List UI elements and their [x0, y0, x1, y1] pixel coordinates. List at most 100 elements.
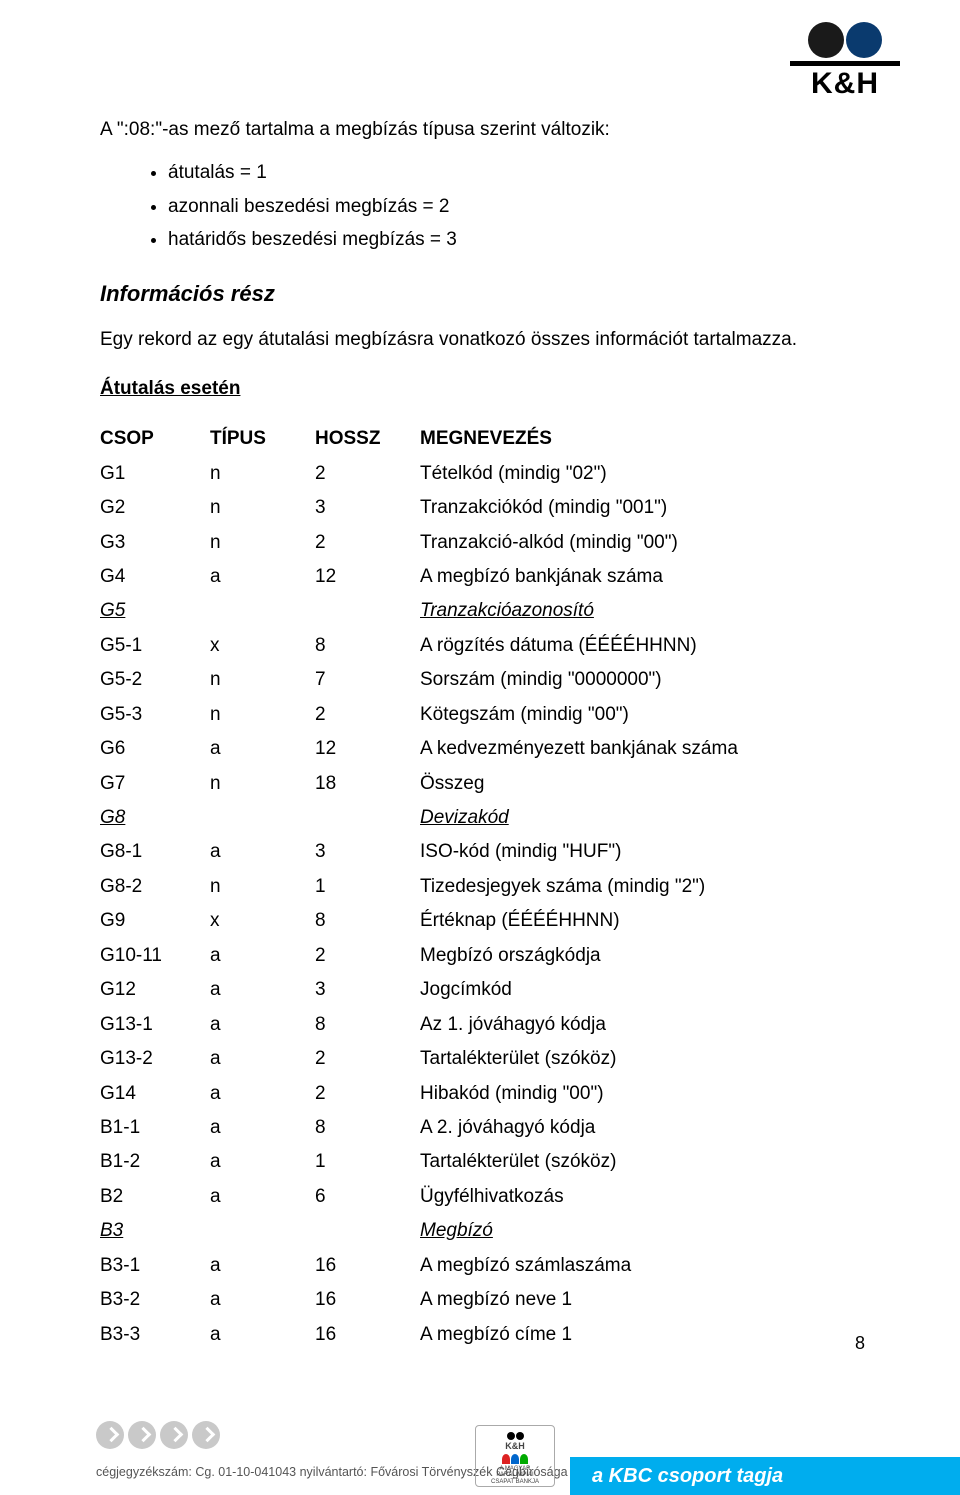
- cell-tipus: x: [210, 904, 315, 938]
- cell-megnevezes: Tartalékterület (szóköz): [420, 1145, 865, 1179]
- cell-hossz: 3: [315, 973, 420, 1007]
- cell-csop: G8-1: [100, 835, 210, 869]
- definition-table: CSOP TÍPUS HOSSZ MEGNEVEZÉS G1n2Tételkód…: [100, 422, 865, 1352]
- cell-hossz: 1: [315, 1145, 420, 1179]
- cell-tipus: a: [210, 1076, 315, 1110]
- cell-hossz: 12: [315, 559, 420, 593]
- col-header-hossz: HOSSZ: [315, 422, 420, 456]
- cell-megnevezes: Ügyfélhivatkozás: [420, 1179, 865, 1213]
- cell-tipus: n: [210, 663, 315, 697]
- cell-csop: G13-2: [100, 1042, 210, 1076]
- cell-csop: B1-2: [100, 1145, 210, 1179]
- cell-tipus: a: [210, 1145, 315, 1179]
- cell-csop: G7: [100, 766, 210, 800]
- table-row: G5Tranzakcióazonosító: [100, 594, 865, 628]
- cell-tipus: [210, 801, 315, 835]
- table-row: G7n18Összeg: [100, 766, 865, 800]
- table-row: G8-2n1Tizedesjegyek száma (mindig "2"): [100, 869, 865, 903]
- table-row: B3-2a16A megbízó neve 1: [100, 1283, 865, 1317]
- table-row: G2n3Tranzakciókód (mindig "001"): [100, 491, 865, 525]
- table-row: B1-1a8A 2. jóváhagyó kódja: [100, 1110, 865, 1144]
- cell-megnevezes: Tranzakció-alkód (mindig "00"): [420, 525, 865, 559]
- cell-csop: G5-3: [100, 697, 210, 731]
- cell-csop: G2: [100, 491, 210, 525]
- table-row: G13-1a8Az 1. jóváhagyó kódja: [100, 1007, 865, 1041]
- cell-tipus: n: [210, 525, 315, 559]
- cell-megnevezes: Összeg: [420, 766, 865, 800]
- cell-megnevezes: A megbízó bankjának száma: [420, 559, 865, 593]
- table-body: G1n2Tételkód (mindig "02")G2n3Tranzakció…: [100, 456, 865, 1351]
- cell-megnevezes: A megbízó számlaszáma: [420, 1248, 865, 1282]
- cell-megnevezes: Tartalékterület (szóköz): [420, 1042, 865, 1076]
- table-row: G5-1x8A rögzítés dátuma (ÉÉÉÉHHNN): [100, 628, 865, 662]
- table-row: G8-1a3ISO-kód (mindig "HUF"): [100, 835, 865, 869]
- page-content: A ":08:"-as mező tartalma a megbízás típ…: [0, 0, 960, 1352]
- cell-megnevezes: Az 1. jóváhagyó kódja: [420, 1007, 865, 1041]
- cell-hossz: 16: [315, 1283, 420, 1317]
- cell-megnevezes: Devizakód: [420, 801, 865, 835]
- table-row: G5-2n7Sorszám (mindig "0000000"): [100, 663, 865, 697]
- cell-hossz: [315, 594, 420, 628]
- cell-csop: G14: [100, 1076, 210, 1110]
- cell-csop: B2: [100, 1179, 210, 1213]
- logo-circle-right: [846, 22, 882, 58]
- cell-csop: G6: [100, 732, 210, 766]
- cell-tipus: a: [210, 559, 315, 593]
- cell-csop: G12: [100, 973, 210, 1007]
- cell-megnevezes: Megbízó országkódja: [420, 938, 865, 972]
- cell-tipus: n: [210, 697, 315, 731]
- bullet-item: átutalás = 1: [168, 158, 865, 187]
- cell-csop: G10-11: [100, 938, 210, 972]
- cell-csop: B3-2: [100, 1283, 210, 1317]
- cell-csop: B3-3: [100, 1317, 210, 1351]
- table-row: G6a12A kedvezményezett bankjának száma: [100, 732, 865, 766]
- table-row: B3Megbízó: [100, 1214, 865, 1248]
- cell-hossz: [315, 1214, 420, 1248]
- cell-hossz: 18: [315, 766, 420, 800]
- cell-tipus: a: [210, 1110, 315, 1144]
- kh-logo: K&H: [790, 22, 900, 99]
- cell-megnevezes: Tételkód (mindig "02"): [420, 456, 865, 490]
- arrow-icon: [128, 1421, 156, 1449]
- table-row: G10-11a2Megbízó országkódja: [100, 938, 865, 972]
- cell-hossz: 2: [315, 938, 420, 972]
- cell-hossz: 16: [315, 1248, 420, 1282]
- cell-csop: B1-1: [100, 1110, 210, 1144]
- cell-megnevezes: ISO-kód (mindig "HUF"): [420, 835, 865, 869]
- table-row: G14a2Hibakód (mindig "00"): [100, 1076, 865, 1110]
- cell-megnevezes: A rögzítés dátuma (ÉÉÉÉHHNN): [420, 628, 865, 662]
- table-row: G1n2Tételkód (mindig "02"): [100, 456, 865, 490]
- cell-megnevezes: Tranzakciókód (mindig "001"): [420, 491, 865, 525]
- cell-csop: G8-2: [100, 869, 210, 903]
- table-row: G5-3n2Kötegszám (mindig "00"): [100, 697, 865, 731]
- page-number: 8: [855, 1330, 865, 1358]
- cell-tipus: n: [210, 456, 315, 490]
- footer-arrow-icons: [96, 1421, 220, 1449]
- logo-bar: [790, 61, 900, 66]
- cell-hossz: 7: [315, 663, 420, 697]
- cell-megnevezes: Sorszám (mindig "0000000"): [420, 663, 865, 697]
- cell-tipus: a: [210, 1042, 315, 1076]
- cell-tipus: [210, 1214, 315, 1248]
- cell-csop: G3: [100, 525, 210, 559]
- cell-hossz: 1: [315, 869, 420, 903]
- cell-csop: G8: [100, 801, 210, 835]
- table-row: G12a3Jogcímkód: [100, 973, 865, 1007]
- cell-megnevezes: Értéknap (ÉÉÉÉHHNN): [420, 904, 865, 938]
- cell-megnevezes: A kedvezményezett bankjának száma: [420, 732, 865, 766]
- table-row: B3-1a16A megbízó számlaszáma: [100, 1248, 865, 1282]
- bullet-item: azonnali beszedési megbízás = 2: [168, 192, 865, 221]
- cell-hossz: 8: [315, 904, 420, 938]
- cell-tipus: a: [210, 1317, 315, 1351]
- cell-megnevezes: Jogcímkód: [420, 973, 865, 1007]
- section-paragraph: Egy rekord az egy átutalási megbízásra v…: [100, 325, 865, 354]
- cell-tipus: a: [210, 1248, 315, 1282]
- arrow-icon: [160, 1421, 188, 1449]
- cell-hossz: 2: [315, 697, 420, 731]
- footer-kbc-banner: a KBC csoport tagja: [570, 1457, 960, 1495]
- table-row: G13-2a2Tartalékterület (szóköz): [100, 1042, 865, 1076]
- cell-megnevezes: A 2. jóváhagyó kódja: [420, 1110, 865, 1144]
- cell-tipus: a: [210, 1179, 315, 1213]
- page-footer: cégjegyzékszám: Cg. 01-10-041043 nyilván…: [0, 1420, 960, 1495]
- table-row: B2a6Ügyfélhivatkozás: [100, 1179, 865, 1213]
